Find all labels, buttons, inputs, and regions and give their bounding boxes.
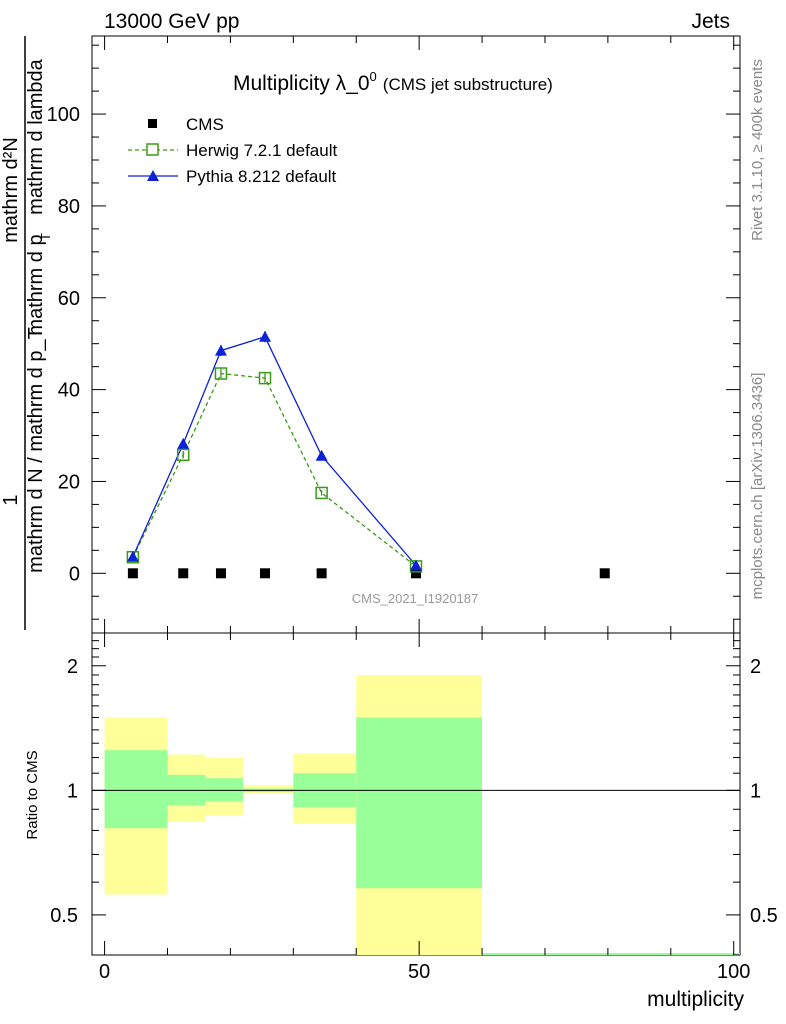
pythia-point-0 [126,550,139,562]
legend: CMS Herwig 7.2.1 default Pythia 8.212 de… [128,115,337,186]
chart-subtitle: (CMS jet substructure) [383,75,553,94]
series-line-2 [132,336,417,566]
legend-herwig-marker [146,143,159,156]
legend-herwig-label: Herwig 7.2.1 default [186,141,337,160]
ratio-ytick-label-left-0: 0.5 [50,905,78,927]
pythia-point-5 [410,559,422,571]
ratio-band-inner-5 [356,717,483,889]
ratio-xtick-label-0: 0 [99,961,110,983]
cms-point-0 [127,568,138,579]
y-label-top: mathrm d²N [0,137,22,243]
y-label-top-line3: mathrm d lambda [25,58,47,214]
rivet-label: Rivet 3.1.10, ≥ 400k events [749,59,766,241]
cms-point-2 [215,568,226,579]
main-ytick-label-4: 80 [58,196,80,218]
ratio-axis: 0.5 0.5 1 1 2 2 0 50 100 [50,633,778,983]
ratio-xtick-label-2: 100 [717,961,750,983]
header-right-label: Jets [691,10,730,33]
ratio-band-inner-0 [104,750,168,829]
herwig-point-4 [315,486,328,500]
pythia-point-1 [177,437,190,449]
series-line-1 [132,372,417,567]
main-ytick-label-1: 20 [58,471,80,493]
chart-title-superscript: 0 [370,69,377,84]
legend-pythia-label: Pythia 8.212 default [186,167,337,186]
y-label-numerator: 1 [0,494,22,505]
chart-title: Multiplicity λ_00 (CMS jet substructure) [233,69,553,95]
pythia-point-2 [214,344,227,356]
pythia-point-3 [259,330,272,342]
cms-point-3 [260,568,271,579]
main-ytick-label-2: 40 [58,380,80,402]
pythia-point-4 [315,449,328,461]
ratio-y-axis-label: Ratio to CMS [24,750,41,839]
cms-point-5 [411,568,421,579]
mcplots-label: mcplots.cern.ch [arXiv:1306.3436] [749,373,766,600]
main-ytick-label-3: 60 [58,288,80,310]
main-ytick-label-0: 0 [69,563,80,585]
series-layer [126,330,610,579]
ratio-xtick-label-1: 50 [408,961,430,983]
ratio-ytick-label-left-2: 2 [67,656,78,678]
ratio-ytick-label-left-1: 1 [67,780,78,802]
cms-point-1 [178,568,189,579]
y-label-top-sub: T [38,233,53,241]
ratio-ytick-label-right-1: 1 [750,780,761,802]
legend-cms-label: CMS [186,115,224,134]
y-label-denominator: mathrm d N / mathrm d p_T [25,327,47,573]
ratio-bands [92,674,740,955]
ratio-ytick-label-right-0: 0.5 [750,905,778,927]
herwig-point-3 [258,371,272,385]
main-axis: 0 20 40 60 80 100 [47,36,740,633]
header-left-label: 13000 GeV pp [104,10,239,33]
chart-title-main: Multiplicity λ_0 [233,72,370,95]
cms-point-4 [316,568,327,579]
main-y-axis-label: 1 mathrm d N / mathrm d p_T mathrm d²N m… [0,36,53,630]
ratio-band-inner-2 [205,778,243,802]
analysis-watermark: CMS_2021_I1920187 [352,591,479,606]
ratio-ytick-label-right-2: 2 [750,656,761,678]
y-label-top-line2: mathrm d p [25,234,47,335]
herwig-point-1 [176,448,190,462]
legend-cms-marker [148,119,157,128]
legend-pythia-marker [147,170,159,181]
x-axis-label: multiplicity [647,988,744,1011]
cms-point-6 [599,568,610,579]
herwig-point-2 [214,367,228,380]
main-ytick-label-5: 100 [47,104,80,126]
